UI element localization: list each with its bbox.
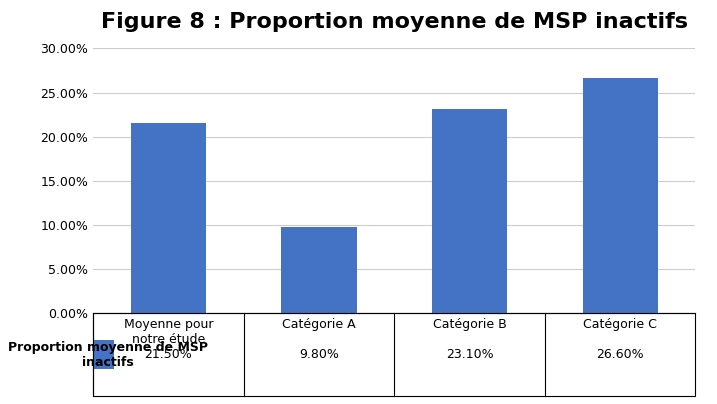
Bar: [281, 227, 356, 313]
Text: 26.60%: 26.60%: [597, 348, 644, 361]
Bar: [432, 109, 508, 313]
Bar: [93, 340, 114, 369]
Text: Proportion moyenne de MSP
inactifs: Proportion moyenne de MSP inactifs: [9, 341, 208, 368]
Bar: [131, 124, 206, 313]
Bar: [582, 78, 657, 313]
Text: 23.10%: 23.10%: [446, 348, 493, 361]
Text: 21.50%: 21.50%: [145, 348, 192, 361]
Text: 9.80%: 9.80%: [299, 348, 339, 361]
Text: Figure 8 : Proportion moyenne de MSP inactifs: Figure 8 : Proportion moyenne de MSP ina…: [101, 12, 688, 32]
